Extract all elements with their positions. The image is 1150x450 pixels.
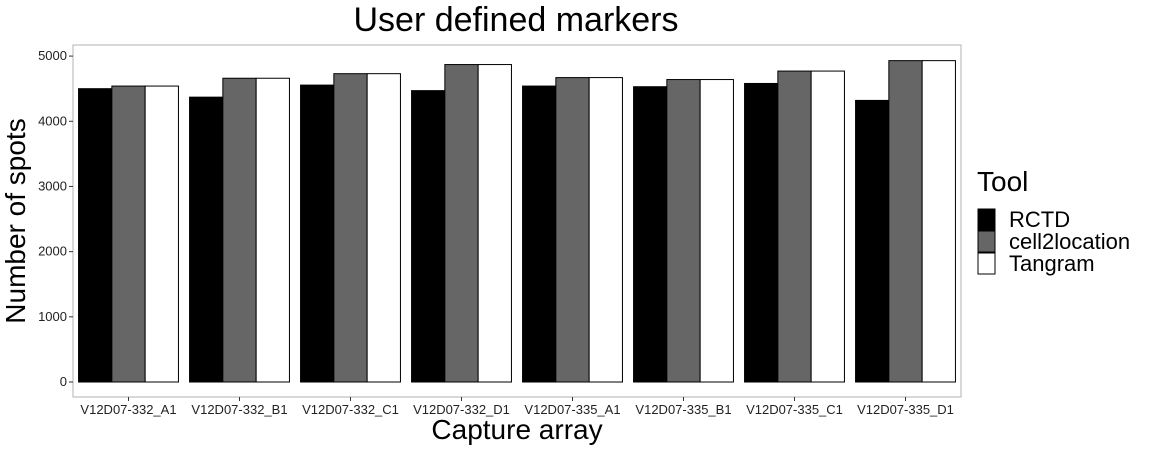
- bar-rctd-3: [300, 84, 335, 383]
- bar-rctd-4: [411, 90, 446, 383]
- y-tick-label: 1000: [38, 309, 67, 324]
- bar-tangram-7: [810, 70, 845, 383]
- x-tick-label: V12D07-332_C1: [302, 402, 399, 417]
- bar-rctd-5: [522, 85, 557, 383]
- x-tick-label: V12D07-335_C1: [746, 402, 843, 417]
- bar-rctd-7: [744, 82, 779, 383]
- legend-title: Tool: [977, 166, 1028, 197]
- x-tick-label: V12D07-332_B1: [191, 402, 287, 417]
- bar-rctd-1: [78, 88, 113, 383]
- bar-cell2location-7: [777, 70, 812, 383]
- bar-tangram-8: [921, 60, 956, 383]
- legend-key-cell2location: [977, 230, 996, 253]
- bar-tangram-6: [699, 79, 734, 383]
- y-tick-label: 5000: [38, 48, 67, 63]
- y-tick-label: 3000: [38, 178, 67, 193]
- plot-panel: [72, 44, 962, 398]
- legend-label-tangram: Tangram: [1009, 251, 1095, 276]
- y-axis-title: Number of spots: [0, 118, 31, 323]
- x-tick-label: V12D07-335_B1: [635, 402, 731, 417]
- bar-tangram-5: [588, 77, 623, 383]
- bar-cell2location-3: [333, 73, 368, 383]
- x-tick-label: V12D07-335_A1: [524, 402, 620, 417]
- bar-cell2location-6: [666, 79, 701, 383]
- x-tick-label: V12D07-332_A1: [80, 402, 176, 417]
- bar-cell2location-8: [888, 60, 923, 383]
- bar-tangram-4: [477, 64, 512, 383]
- bar-rctd-6: [633, 86, 668, 383]
- legend-label-rctd: RCTD: [1009, 207, 1070, 232]
- bar-cell2location-1: [111, 85, 146, 383]
- chart-title: User defined markers: [353, 1, 678, 39]
- legend-key-tangram: [977, 252, 996, 275]
- bar-cell2location-2: [222, 77, 257, 383]
- bar-rctd-8: [855, 99, 890, 383]
- x-axis: V12D07-332_A1 V12D07-332_B1 V12D07-332_C1 V…: [80, 397, 954, 417]
- y-tick-label: 2000: [38, 244, 67, 259]
- bars-group: [78, 60, 956, 383]
- x-tick-label: V12D07-332_D1: [413, 402, 510, 417]
- bar-cell2location-5: [555, 77, 590, 383]
- bar-tangram-1: [144, 85, 179, 383]
- x-tick-label: V12D07-335_D1: [857, 402, 954, 417]
- bar-tangram-2: [255, 77, 290, 383]
- bar-rctd-2: [189, 96, 224, 383]
- y-axis: 0 1000 2000 3000 4000 5000: [38, 48, 73, 389]
- bar-cell2location-4: [444, 64, 479, 383]
- y-tick-label: 0: [60, 374, 67, 389]
- bar-tangram-3: [366, 73, 401, 383]
- y-tick-label: 4000: [38, 113, 67, 128]
- x-axis-title: Capture array: [431, 414, 602, 445]
- legend-label-cell2location: cell2location: [1009, 229, 1130, 254]
- legend-key-rctd: [977, 208, 996, 231]
